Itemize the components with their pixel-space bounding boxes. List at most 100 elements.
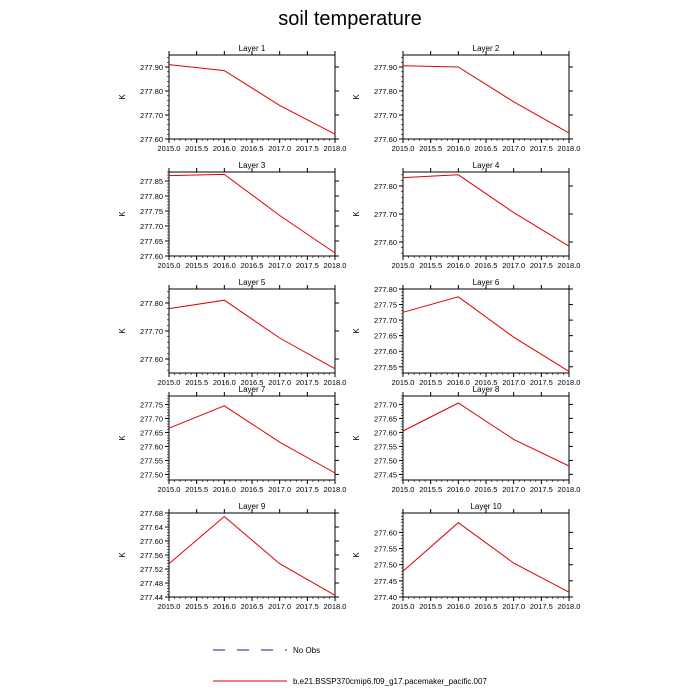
x-tick-label: 2016.5 bbox=[475, 144, 498, 153]
y-tick-label: 277.60 bbox=[140, 252, 163, 261]
plot-frame bbox=[402, 54, 570, 140]
y-tick-label: 277.55 bbox=[374, 545, 397, 554]
y-tick-label: 277.80 bbox=[374, 285, 397, 294]
panel-title: Layer 9 bbox=[239, 502, 266, 511]
x-tick-label: 2017.5 bbox=[296, 261, 319, 270]
x-tick-label: 2015.0 bbox=[158, 144, 181, 153]
x-tick-label: 2015.5 bbox=[185, 485, 208, 494]
y-tick-label: 277.60 bbox=[140, 537, 163, 546]
chart-panel: Layer 7 K 2015.0 2015.5 2016.0 2016.5 2017.0 20… bbox=[118, 385, 346, 494]
x-tick-label: 2016.0 bbox=[447, 485, 470, 494]
x-tick-label: 2017.0 bbox=[268, 144, 291, 153]
x-tick-label: 2015.5 bbox=[419, 261, 442, 270]
y-tick-label: 277.50 bbox=[140, 470, 163, 479]
plot-frame bbox=[402, 288, 570, 374]
x-tick-label: 2017.0 bbox=[502, 602, 525, 611]
y-tick-label: 277.60 bbox=[140, 135, 163, 144]
x-tick-label: 2018.0 bbox=[324, 485, 347, 494]
x-tick-label: 2016.5 bbox=[241, 144, 264, 153]
y-axis-label: K bbox=[352, 435, 361, 441]
panel-title: Layer 8 bbox=[473, 385, 500, 394]
x-tick-label: 2016.0 bbox=[213, 261, 236, 270]
x-tick-label: 2016.0 bbox=[213, 378, 236, 387]
x-tick-label: 2016.0 bbox=[213, 602, 236, 611]
x-tick-label: 2015.5 bbox=[419, 378, 442, 387]
x-tick-label: 2015.0 bbox=[392, 144, 415, 153]
y-axis-label: K bbox=[352, 94, 361, 100]
x-tick-label: 2015.5 bbox=[419, 485, 442, 494]
chart-panel: Layer 10 K 2015.0 2015.5 2016.0 2016.5 2017.0 2… bbox=[352, 502, 580, 611]
y-tick-label: 277.56 bbox=[140, 551, 163, 560]
plot-frame bbox=[402, 395, 570, 481]
y-axis-label: K bbox=[118, 94, 127, 100]
y-axis-label: K bbox=[352, 552, 361, 558]
chart-panel: Layer 5 K 2015.0 2015.5 2016.0 2016.5 2017.0 20… bbox=[118, 278, 346, 387]
chart-panel: Layer 6 K 2015.0 2015.5 2016.0 2016.5 2017.0 20… bbox=[352, 278, 580, 387]
y-tick-label: 277.85 bbox=[140, 177, 163, 186]
series-line bbox=[402, 402, 570, 467]
y-tick-label: 277.70 bbox=[374, 111, 397, 120]
y-axis-label: K bbox=[118, 328, 127, 334]
y-tick-label: 277.70 bbox=[374, 316, 397, 325]
x-tick-label: 2017.5 bbox=[296, 602, 319, 611]
x-tick-label: 2015.0 bbox=[158, 602, 181, 611]
y-tick-label: 277.80 bbox=[140, 192, 163, 201]
y-axis-label: K bbox=[118, 211, 127, 217]
x-tick-label: 2016.5 bbox=[475, 485, 498, 494]
y-tick-label: 277.50 bbox=[374, 561, 397, 570]
plot-frame bbox=[168, 395, 336, 481]
x-tick-label: 2017.5 bbox=[296, 378, 319, 387]
x-tick-label: 2018.0 bbox=[324, 261, 347, 270]
panel-title: Layer 2 bbox=[473, 44, 500, 53]
series-line bbox=[402, 522, 570, 593]
x-tick-label: 2015.0 bbox=[392, 378, 415, 387]
x-tick-label: 2016.0 bbox=[447, 378, 470, 387]
x-tick-label: 2016.5 bbox=[241, 261, 264, 270]
y-tick-label: 277.45 bbox=[374, 577, 397, 586]
plot-frame bbox=[168, 171, 336, 257]
series-line bbox=[168, 299, 336, 370]
x-tick-label: 2015.5 bbox=[185, 144, 208, 153]
chart-panel: Layer 3 K 2015.0 2015.5 2016.0 2016.5 2017.0 20… bbox=[118, 161, 346, 270]
x-tick-label: 2015.5 bbox=[185, 261, 208, 270]
plot-frame bbox=[402, 171, 570, 257]
x-tick-label: 2017.5 bbox=[530, 485, 553, 494]
x-tick-label: 2017.0 bbox=[502, 485, 525, 494]
x-tick-label: 2017.0 bbox=[502, 261, 525, 270]
y-axis-label: K bbox=[352, 328, 361, 334]
y-tick-label: 277.48 bbox=[140, 579, 163, 588]
x-tick-label: 2015.5 bbox=[419, 602, 442, 611]
y-tick-label: 277.75 bbox=[140, 400, 163, 409]
x-tick-label: 2017.0 bbox=[502, 144, 525, 153]
x-tick-label: 2017.5 bbox=[530, 144, 553, 153]
chart-panel: Layer 9 K 2015.0 2015.5 2016.0 2016.5 2017.0 20… bbox=[118, 502, 346, 611]
chart-panel: Layer 1 K 2015.0 2015.5 2016.0 2016.5 2017.0 20… bbox=[118, 44, 346, 153]
y-tick-label: 277.55 bbox=[374, 363, 397, 372]
figure-title: soil temperature bbox=[278, 8, 422, 30]
x-tick-label: 2017.0 bbox=[268, 485, 291, 494]
y-tick-label: 277.65 bbox=[374, 332, 397, 341]
chart-panel: Layer 8 K 2015.0 2015.5 2016.0 2016.5 2017.0 20… bbox=[352, 385, 580, 494]
y-tick-label: 277.52 bbox=[140, 565, 163, 574]
y-tick-label: 277.80 bbox=[374, 87, 397, 96]
chart-panel: Layer 2 K 2015.0 2015.5 2016.0 2016.5 2017.0 20… bbox=[352, 44, 580, 153]
panel-title: Layer 5 bbox=[239, 278, 266, 287]
series-line bbox=[402, 174, 570, 247]
x-tick-label: 2015.5 bbox=[419, 144, 442, 153]
x-tick-label: 2017.0 bbox=[268, 602, 291, 611]
plot-frame bbox=[168, 512, 336, 598]
x-tick-label: 2016.0 bbox=[447, 261, 470, 270]
panel-title: Layer 6 bbox=[473, 278, 500, 287]
y-tick-label: 277.60 bbox=[140, 442, 163, 451]
x-tick-label: 2015.0 bbox=[392, 602, 415, 611]
x-tick-label: 2015.0 bbox=[158, 378, 181, 387]
x-tick-label: 2016.5 bbox=[475, 261, 498, 270]
x-tick-label: 2016.5 bbox=[475, 378, 498, 387]
panel-title: Layer 3 bbox=[239, 161, 266, 170]
series-line bbox=[168, 173, 336, 254]
x-tick-label: 2017.5 bbox=[530, 261, 553, 270]
y-tick-label: 277.70 bbox=[140, 222, 163, 231]
x-tick-label: 2018.0 bbox=[324, 602, 347, 611]
y-tick-label: 277.60 bbox=[374, 428, 397, 437]
